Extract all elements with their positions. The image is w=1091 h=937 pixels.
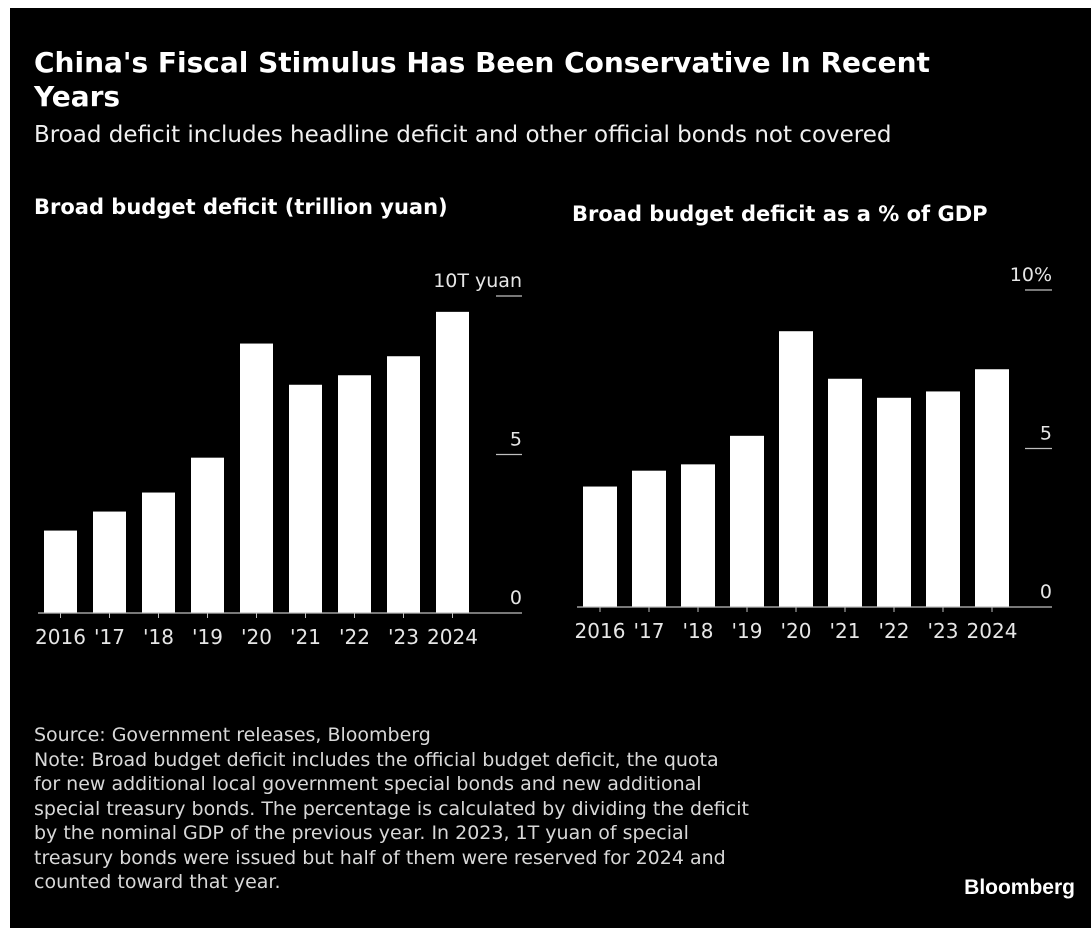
bar-2024: [975, 369, 1009, 607]
left-bar-chart: 2016 '17 '18 '19 '20 '21 '22 '23 2024 10T yuan 5 0: [35, 270, 522, 649]
x-tick-label: '19: [192, 625, 223, 649]
bar-'23: [387, 356, 420, 613]
x-tick-label: '19: [732, 619, 763, 643]
bloomberg-logo: Bloomberg: [964, 876, 1075, 899]
bar-'23: [926, 391, 960, 607]
chart-title: China's Fiscal Stimulus Has Been Conserv…: [34, 46, 930, 113]
x-tick-label: 2016: [35, 625, 86, 649]
x-tick-label: '22: [339, 625, 370, 649]
y-tick-label: 0: [1040, 581, 1052, 603]
x-tick-label: 2016: [575, 619, 626, 643]
x-tick-label: 2024: [967, 619, 1018, 643]
bar-'20: [779, 331, 813, 607]
x-tick-label: '18: [683, 619, 714, 643]
x-tick-label: '22: [879, 619, 910, 643]
bar-2024: [436, 311, 469, 613]
x-tick-label: '20: [241, 625, 272, 649]
x-tick-label: '23: [388, 625, 419, 649]
y-tick-label: 5: [510, 429, 522, 451]
chart-frame: China's Fiscal Stimulus Has Been Conserv…: [10, 8, 1091, 928]
bar-2016: [583, 486, 617, 607]
bar-2016: [44, 530, 77, 613]
note-line: counted toward that year.: [34, 871, 281, 893]
x-tick-label: '21: [830, 619, 861, 643]
chart-subtitle: Broad deficit includes headline deficit …: [34, 122, 892, 148]
y-tick-label: 0: [510, 587, 522, 609]
bar-'18: [681, 464, 715, 607]
bar-'17: [632, 470, 666, 607]
x-tick-label: '18: [143, 625, 174, 649]
source-text: Source: Government releases, Bloomberg: [34, 724, 431, 746]
note-line: treasury bonds were issued but half of t…: [34, 846, 726, 869]
bar-'19: [191, 457, 224, 613]
bar-'19: [730, 435, 764, 607]
bar-'18: [142, 492, 175, 613]
y-tick-label: 5: [1040, 423, 1052, 445]
bar-'22: [338, 375, 371, 613]
right-chart-title: Broad budget deficit as a % of GDP: [572, 202, 988, 226]
x-tick-label: '23: [928, 619, 959, 643]
bar-'20: [240, 343, 273, 613]
note-line: by the nominal GDP of the previous year.…: [34, 822, 689, 844]
bar-'22: [877, 397, 911, 607]
note-line: Note: Broad budget deficit includes the …: [34, 748, 719, 771]
x-tick-label: 2024: [427, 625, 478, 649]
source-note: Source: Government releases, Bloomberg N…: [34, 723, 894, 895]
x-tick-label: '17: [94, 625, 125, 649]
right-bar-chart: 2016 '17 '18 '19 '20 '21 '22 '23 2024 10% 5 0: [575, 264, 1052, 643]
bar-'21: [828, 378, 862, 607]
x-tick-label: '17: [634, 619, 665, 643]
y-tick-label: 10T yuan: [433, 270, 522, 292]
note-line: special treasury bonds. The percentage i…: [34, 797, 749, 820]
left-chart-title: Broad budget deficit (trillion yuan): [34, 195, 448, 219]
x-tick-label: '21: [290, 625, 321, 649]
bar-'21: [289, 384, 322, 613]
x-tick-label: '20: [781, 619, 812, 643]
note-line: for new additional local government spec…: [34, 773, 702, 795]
bar-'17: [93, 511, 126, 613]
y-tick-label: 10%: [1010, 264, 1052, 286]
